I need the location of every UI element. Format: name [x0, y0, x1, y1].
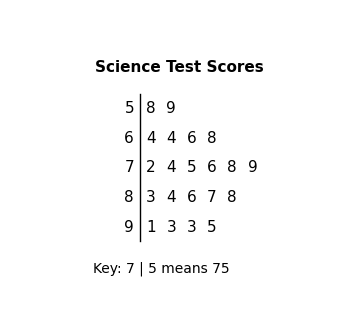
Text: 5: 5	[187, 160, 196, 176]
Text: 3: 3	[166, 220, 176, 235]
Text: 4: 4	[167, 160, 176, 176]
Text: 3: 3	[187, 220, 196, 235]
Text: 8: 8	[207, 131, 217, 146]
Text: 4: 4	[146, 131, 156, 146]
Text: 9: 9	[124, 220, 134, 235]
Text: 6: 6	[187, 131, 196, 146]
Text: 8: 8	[228, 160, 237, 176]
Text: Science Test Scores: Science Test Scores	[95, 60, 264, 75]
Text: 7: 7	[207, 190, 217, 205]
Text: 5: 5	[124, 101, 134, 116]
Text: 4: 4	[167, 190, 176, 205]
Text: 6: 6	[187, 190, 196, 205]
Text: 8: 8	[146, 101, 156, 116]
Text: 4: 4	[167, 131, 176, 146]
Text: 1: 1	[146, 220, 156, 235]
Text: 6: 6	[124, 131, 134, 146]
Text: 2: 2	[146, 160, 156, 176]
Text: 3: 3	[146, 190, 156, 205]
Text: 5: 5	[207, 220, 217, 235]
Text: 9: 9	[248, 160, 258, 176]
Text: 8: 8	[124, 190, 134, 205]
Text: 9: 9	[166, 101, 176, 116]
Text: 6: 6	[207, 160, 217, 176]
Text: 7: 7	[124, 160, 134, 176]
Text: 8: 8	[228, 190, 237, 205]
Text: Key: 7 | 5 means 75: Key: 7 | 5 means 75	[92, 261, 229, 276]
